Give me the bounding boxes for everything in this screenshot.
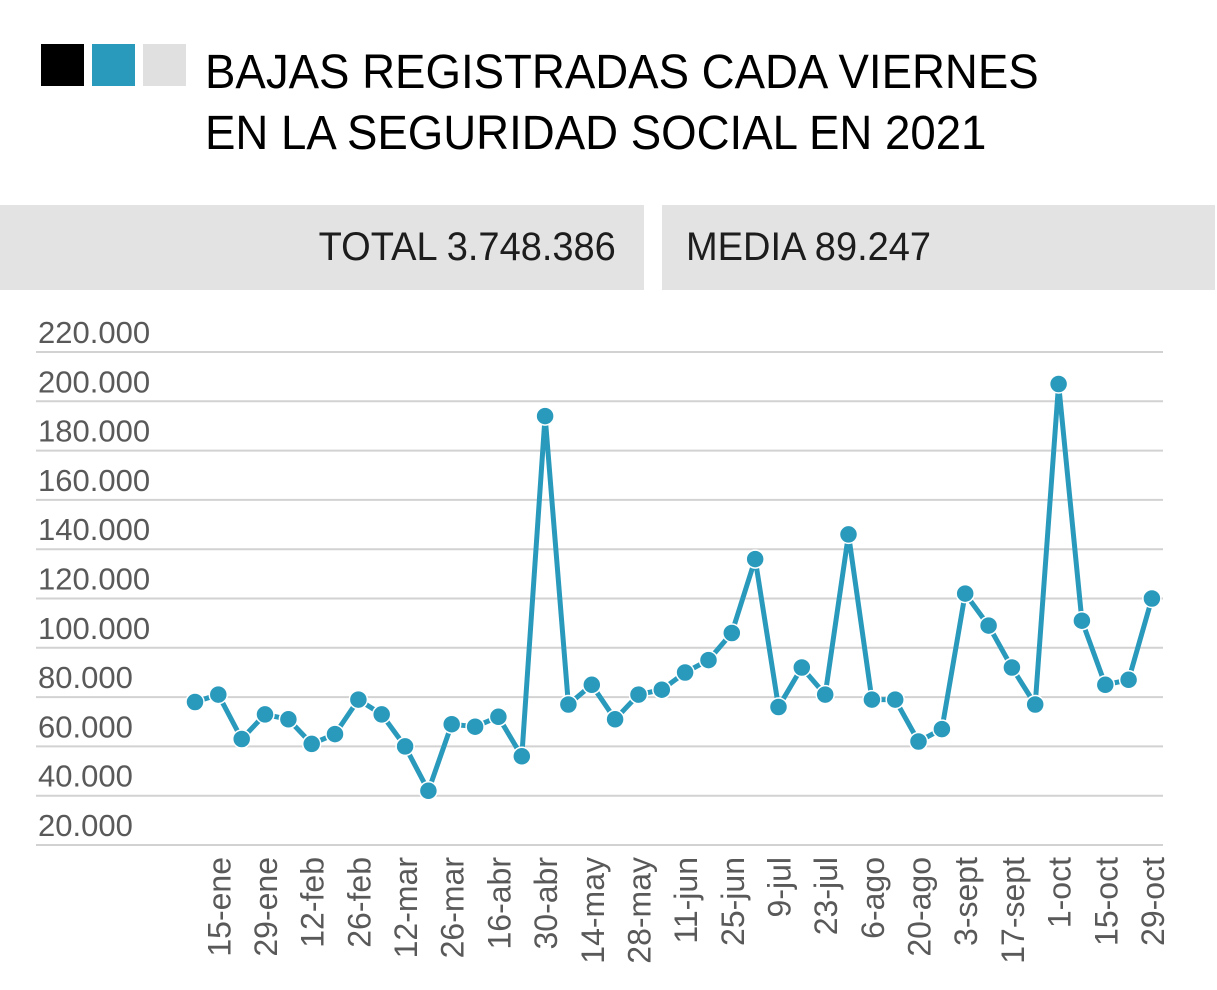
- y-tick-label: 80.000: [38, 660, 133, 695]
- logo-mark: [41, 44, 186, 86]
- data-point: [185, 692, 205, 712]
- data-point: [465, 716, 485, 737]
- x-tick-label: 14-may: [575, 857, 611, 964]
- data-point: [208, 684, 229, 705]
- media-text: MEDIA 89.247: [686, 225, 932, 269]
- data-point: [418, 781, 439, 801]
- data-point: [1072, 610, 1092, 631]
- page-title: BAJAS REGISTRADAS CADA VIERNES EN LA SEG…: [205, 42, 1039, 164]
- data-point: [768, 697, 789, 717]
- y-tick-label: 100.000: [38, 611, 150, 646]
- data-point: [792, 657, 812, 678]
- y-tick-label: 60.000: [38, 709, 133, 744]
- x-tick-label: 12-mar: [388, 857, 424, 959]
- y-tick-label: 200.000: [38, 364, 150, 399]
- stat-box-media: MEDIA 89.247: [662, 205, 1215, 290]
- x-tick-label: 12-feb: [295, 857, 331, 948]
- data-point: [301, 734, 322, 754]
- data-point: [278, 709, 299, 730]
- logo-square-gray: [143, 44, 186, 86]
- title-line-2: EN LA SEGURIDAD SOCIAL EN 2021: [205, 107, 987, 160]
- y-tick-label: 140.000: [38, 512, 150, 547]
- data-point: [582, 675, 602, 695]
- data-point: [1095, 675, 1116, 695]
- data-point: [348, 689, 369, 710]
- data-point: [698, 650, 719, 670]
- x-tick-label: 15-oct: [1088, 857, 1124, 946]
- data-point: [675, 662, 695, 683]
- y-tick-label: 180.000: [38, 414, 150, 449]
- data-point: [932, 719, 952, 739]
- x-tick-label: 28-may: [622, 857, 658, 964]
- data-point: [1048, 374, 1069, 394]
- x-tick-label: 6-ago: [855, 857, 891, 939]
- y-tick-label: 120.000: [38, 562, 150, 597]
- data-point: [255, 704, 275, 725]
- x-tick-label: 29-ene: [248, 857, 284, 957]
- x-tick-label: 29-oct: [1135, 857, 1171, 946]
- logo-square-teal: [92, 44, 135, 86]
- x-tick-label: 11-jun: [668, 857, 704, 944]
- data-point: [512, 746, 532, 767]
- y-tick-label: 40.000: [38, 759, 133, 794]
- y-tick-label: 160.000: [38, 463, 150, 498]
- data-point: [885, 689, 905, 710]
- data-point: [955, 583, 975, 604]
- y-tick-label: 220.000: [38, 315, 150, 350]
- data-point: [535, 406, 555, 426]
- x-tick-label: 25-jun: [715, 857, 751, 946]
- data-point: [838, 524, 859, 545]
- x-tick-label: 20-ago: [902, 857, 938, 957]
- title-line-1: BAJAS REGISTRADAS CADA VIERNES: [205, 46, 1039, 99]
- stat-box-total: TOTAL 3.748.386: [0, 205, 644, 290]
- x-tick-label: 16-abr: [481, 857, 517, 950]
- x-tick-label: 3-sept: [948, 857, 984, 946]
- data-point: [558, 694, 579, 715]
- data-point: [722, 623, 742, 643]
- data-point: [1142, 588, 1162, 609]
- x-tick-label: 23-jul: [808, 857, 844, 935]
- data-point: [605, 709, 625, 730]
- data-point: [862, 689, 882, 710]
- data-point: [1002, 657, 1022, 678]
- x-tick-label: 9-jul: [762, 857, 798, 917]
- data-point: [745, 549, 765, 569]
- x-tick-label: 26-feb: [341, 857, 377, 948]
- logo-square-black: [41, 44, 84, 86]
- x-tick-label: 15-ene: [201, 857, 237, 957]
- data-point: [395, 736, 415, 757]
- x-tick-label: 17-sept: [995, 857, 1031, 964]
- data-point: [908, 731, 929, 752]
- data-point: [628, 684, 649, 705]
- x-tick-label: 30-abr: [528, 857, 564, 950]
- data-point: [325, 724, 345, 744]
- data-point: [652, 679, 672, 700]
- data-point: [441, 714, 462, 734]
- data-point: [815, 684, 835, 705]
- data-point: [1118, 670, 1139, 690]
- data-point: [231, 729, 252, 749]
- x-tick-label: 1-oct: [1042, 857, 1078, 928]
- y-tick-label: 20.000: [38, 808, 133, 843]
- data-point: [488, 707, 509, 727]
- data-point: [978, 615, 999, 636]
- x-tick-label: 26-mar: [435, 857, 471, 959]
- total-text: TOTAL 3.748.386: [318, 225, 616, 269]
- data-point: [1025, 694, 1045, 715]
- data-point: [371, 704, 392, 725]
